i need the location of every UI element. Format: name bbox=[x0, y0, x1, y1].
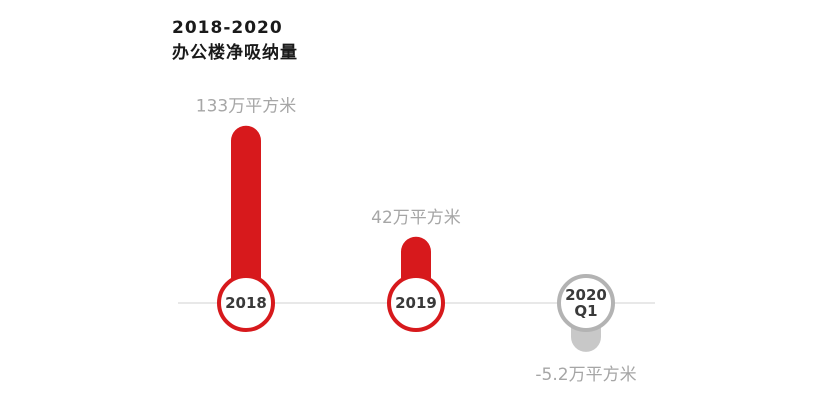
category-label-2-0: 2020 bbox=[565, 286, 607, 304]
category-circle-0 bbox=[217, 274, 275, 332]
chart-title-line1: 2018-2020 bbox=[172, 18, 283, 38]
category-label-0-0: 2018 bbox=[225, 294, 267, 312]
bar-0 bbox=[231, 125, 261, 304]
category-label-2-1: Q1 bbox=[574, 302, 597, 320]
value-label-2: -5.2万平方米 bbox=[535, 365, 636, 385]
chart-title-line2: 办公楼净吸纳量 bbox=[172, 42, 298, 63]
category-label-1-0: 2019 bbox=[395, 294, 437, 312]
value-label-1: 42万平方米 bbox=[371, 208, 461, 228]
value-label-0: 133万平方米 bbox=[196, 97, 296, 117]
category-circle-2 bbox=[557, 274, 615, 332]
category-circle-1 bbox=[387, 274, 445, 332]
